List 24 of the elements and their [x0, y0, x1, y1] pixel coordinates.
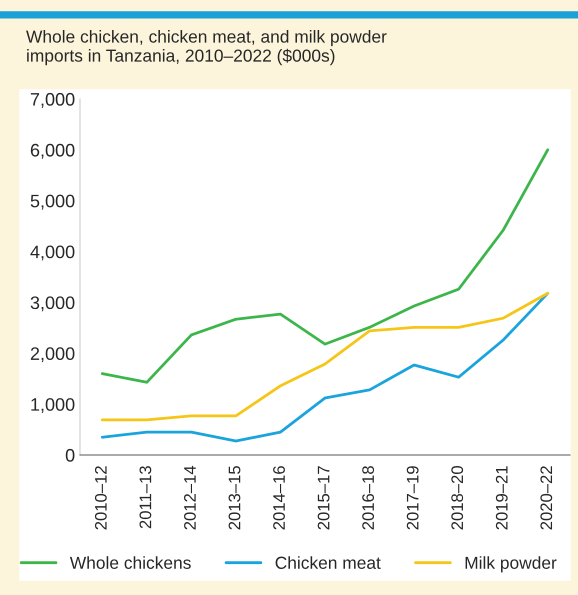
x-tick-label: 2014–16 — [273, 466, 285, 530]
legend-label: Whole chickens — [70, 556, 191, 569]
line-series — [100, 148, 550, 384]
legend-label: Chicken meat — [276, 556, 381, 569]
x-tick-label: 2017–19 — [406, 466, 419, 530]
x-tick-label: 2015–17 — [318, 466, 330, 530]
y-tick-label: 1,000 — [31, 398, 74, 413]
x-tick-label: 2012–14 — [184, 466, 196, 530]
x-tick-label: 2018–20 — [451, 466, 464, 530]
y-tick-label: 5,000 — [30, 194, 74, 210]
y-tick-label: 2,000 — [30, 347, 74, 362]
x-tick-label: 2019–21 — [496, 466, 508, 530]
chart-title: Whole chicken, chicken meat, and milk powder imports in Tanzania, 2010–2022 ($000s) — [26, 30, 387, 66]
x-tick-label: 2016–18 — [362, 466, 374, 530]
legend-label: Milk powder — [466, 556, 557, 572]
y-tick-label: 7,000 — [30, 92, 74, 108]
x-tick-label: 2013–15 — [228, 466, 240, 530]
y-tick-label: 4,000 — [30, 246, 74, 260]
x-tick-label: 2010–12 — [94, 466, 107, 530]
y-tick-label: 0 — [66, 448, 74, 462]
y-tick-label: 3,000 — [30, 296, 74, 312]
x-tick-label: 2020–22 — [540, 466, 552, 530]
y-tick-label: 6,000 — [30, 144, 74, 159]
x-tick-label: 2011–13 — [139, 466, 152, 528]
